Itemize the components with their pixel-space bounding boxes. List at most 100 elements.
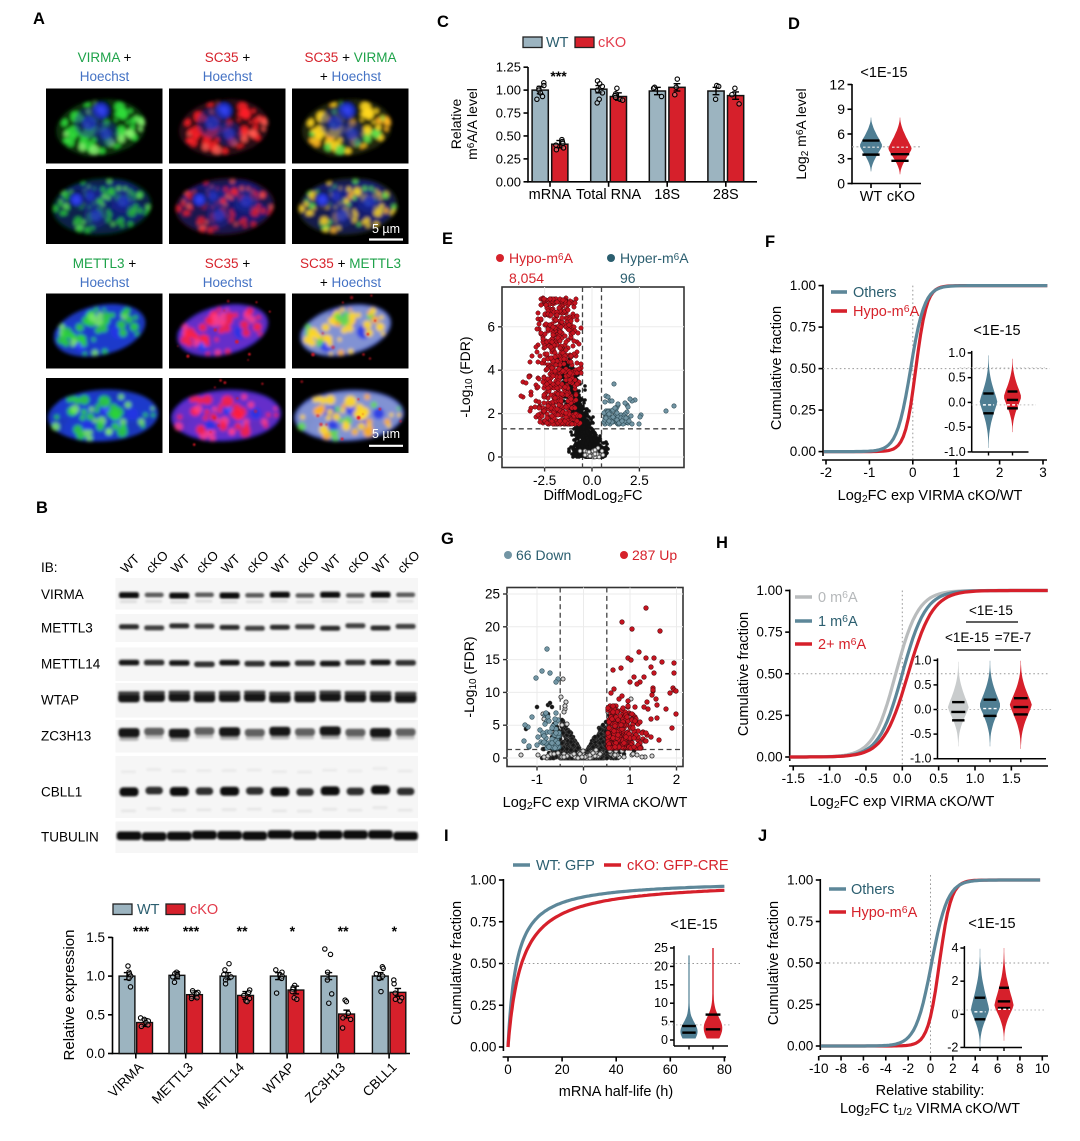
svg-text:METTL3: METTL3 [41, 621, 93, 636]
svg-text:F: F [765, 233, 775, 251]
svg-text:*: * [290, 923, 296, 939]
svg-text:5 µm: 5 µm [372, 222, 400, 236]
svg-text:WTAP: WTAP [41, 693, 79, 708]
svg-text:0: 0 [909, 465, 917, 480]
svg-text:0: 0 [837, 175, 845, 191]
svg-text:1.25: 1.25 [496, 60, 521, 75]
svg-text:0.00: 0.00 [790, 444, 816, 459]
svg-text:1: 1 [952, 465, 960, 480]
svg-text:Hypo-m6A: Hypo-m6A [853, 303, 920, 320]
svg-text:WT: WT [137, 902, 160, 918]
svg-text:18S: 18S [654, 187, 680, 203]
svg-text:VIRMA +: VIRMA + [78, 50, 132, 65]
svg-text:Hoechst: Hoechst [203, 275, 253, 290]
svg-text:METTL3 +: METTL3 + [73, 256, 137, 271]
svg-text:E: E [442, 230, 453, 248]
svg-text:66 Down: 66 Down [516, 547, 571, 563]
svg-text:SC35 + METTL3: SC35 + METTL3 [300, 256, 401, 271]
svg-text:25: 25 [485, 587, 500, 602]
svg-text:Hoechst: Hoechst [80, 69, 130, 84]
svg-text:5: 5 [492, 718, 500, 733]
svg-text:IB:: IB: [41, 560, 58, 575]
svg-text:SC35 + VIRMA: SC35 + VIRMA [305, 50, 397, 65]
svg-text:6: 6 [837, 126, 845, 142]
svg-text:28S: 28S [713, 187, 739, 203]
svg-text:3: 3 [1039, 465, 1047, 480]
svg-text:0.5: 0.5 [948, 371, 965, 385]
svg-text:m6A/A level: m6A/A level [464, 88, 480, 160]
svg-text:WT: WT [860, 189, 883, 205]
svg-text:0.0: 0.0 [86, 1046, 105, 1061]
svg-text:cKO: cKO [598, 35, 626, 51]
svg-text:TUBULIN: TUBULIN [41, 830, 99, 845]
svg-text:1.0: 1.0 [86, 969, 105, 984]
svg-text:0.5: 0.5 [86, 1007, 105, 1022]
svg-text:C: C [437, 13, 449, 31]
svg-text:**: ** [237, 923, 248, 939]
svg-text:2: 2 [673, 772, 681, 787]
svg-text:-1: -1 [531, 772, 543, 787]
svg-text:9: 9 [837, 101, 845, 117]
svg-text:1.0: 1.0 [948, 346, 965, 360]
svg-text:<1E-15: <1E-15 [860, 65, 907, 81]
svg-text:1.00: 1.00 [790, 278, 816, 293]
svg-text:2: 2 [487, 406, 495, 421]
svg-text:VIRMA: VIRMA [41, 587, 84, 602]
svg-text:5 µm: 5 µm [372, 427, 400, 441]
svg-text:***: *** [133, 923, 150, 939]
svg-text:287 Up: 287 Up [632, 547, 677, 563]
svg-text:-2.5: -2.5 [533, 473, 556, 488]
svg-text:12: 12 [829, 76, 845, 92]
svg-text:DiffModLog2FC: DiffModLog2FC [543, 488, 642, 505]
svg-text:+ Hoechst: + Hoechst [320, 69, 381, 84]
svg-text:-2: -2 [820, 465, 832, 480]
svg-text:0.0: 0.0 [948, 395, 965, 409]
svg-text:<1E-15: <1E-15 [973, 323, 1020, 339]
svg-text:0.25: 0.25 [496, 151, 521, 166]
svg-text:0: 0 [492, 751, 500, 766]
svg-text:mRNA: mRNA [529, 187, 572, 203]
svg-text:CBLL1: CBLL1 [41, 785, 82, 800]
svg-text:-1.0: -1.0 [944, 445, 966, 459]
svg-text:Relative: Relative [448, 99, 464, 150]
svg-text:8,054: 8,054 [509, 270, 544, 286]
svg-text:6: 6 [487, 319, 495, 334]
svg-text:-0.5: -0.5 [944, 420, 966, 434]
svg-text:2: 2 [996, 465, 1004, 480]
svg-text:96: 96 [620, 270, 636, 286]
svg-text:ZC3H13: ZC3H13 [41, 729, 91, 744]
svg-text:1.00: 1.00 [496, 83, 521, 98]
svg-text:+ Hoechst: + Hoechst [320, 275, 381, 290]
svg-text:4: 4 [487, 363, 495, 378]
svg-text:SC35 +: SC35 + [205, 50, 251, 65]
svg-text:Hypo-m6A: Hypo-m6A [509, 250, 574, 266]
svg-text:**: ** [338, 923, 349, 939]
svg-text:0.75: 0.75 [790, 320, 816, 335]
svg-text:3: 3 [837, 151, 845, 167]
svg-text:***: *** [550, 68, 567, 84]
svg-text:1.5: 1.5 [86, 930, 105, 945]
svg-text:Others: Others [853, 285, 897, 301]
svg-text:0: 0 [487, 450, 495, 465]
svg-text:1: 1 [626, 772, 634, 787]
svg-text:-Log10 (FDR): -Log10 (FDR) [461, 636, 479, 717]
svg-text:0.50: 0.50 [790, 361, 816, 376]
svg-text:-1: -1 [863, 465, 875, 480]
svg-text:10: 10 [485, 685, 500, 700]
svg-text:0.50: 0.50 [496, 128, 521, 143]
svg-text:Relative expression: Relative expression [61, 930, 78, 1061]
svg-text:***: *** [183, 923, 200, 939]
svg-text:cKO: cKO [190, 902, 218, 918]
svg-text:D: D [788, 15, 800, 33]
svg-text:20: 20 [485, 619, 500, 634]
svg-text:WT: WT [546, 35, 569, 51]
svg-text:Hoechst: Hoechst [80, 275, 130, 290]
svg-text:SC35 +: SC35 + [205, 256, 251, 271]
svg-text:Total RNA: Total RNA [576, 187, 642, 203]
svg-text:METTL14: METTL14 [41, 657, 101, 672]
svg-text:0.00: 0.00 [496, 174, 521, 189]
svg-text:0: 0 [580, 772, 588, 787]
svg-text:-Log10 (FDR): -Log10 (FDR) [457, 336, 475, 417]
svg-text:Hyper-m6A: Hyper-m6A [620, 250, 689, 266]
svg-text:A: A [33, 10, 45, 28]
